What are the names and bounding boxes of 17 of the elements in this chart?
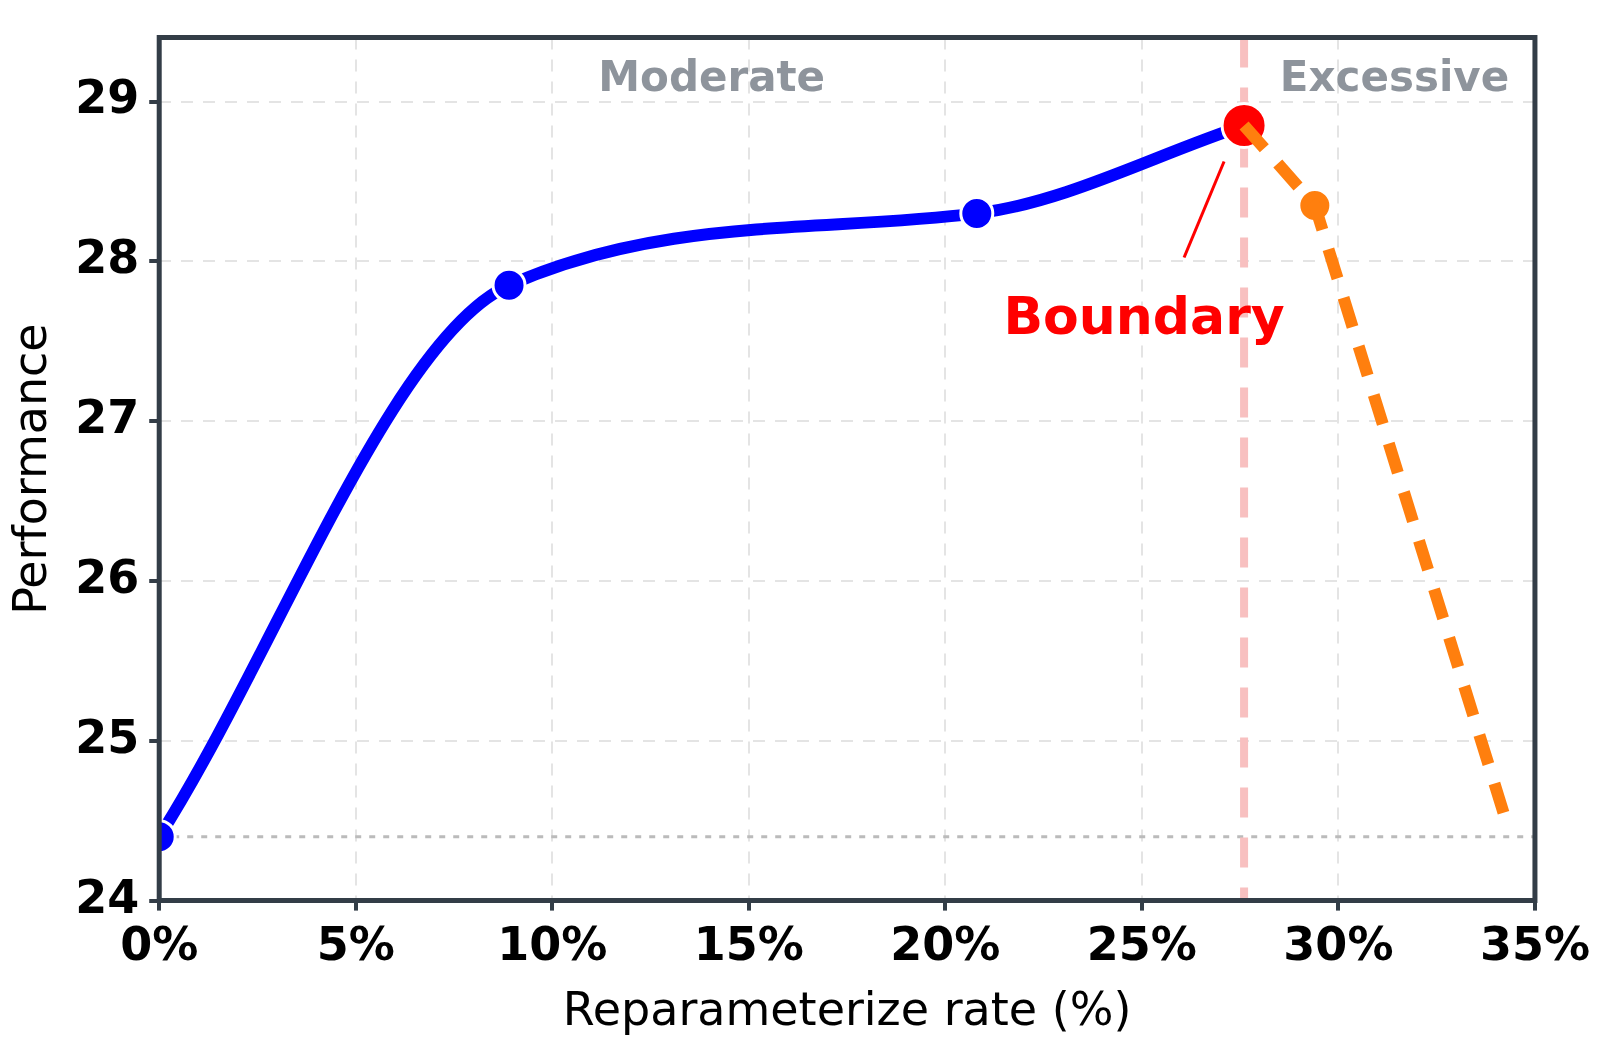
y-tick-label: 29 (75, 70, 140, 125)
y-tick-label: 28 (75, 230, 140, 285)
y-axis-title: Performance (2, 323, 57, 615)
y-tick-label: 26 (75, 549, 140, 604)
y-tick-label: 27 (75, 390, 140, 445)
x-tick-label: 15% (693, 917, 804, 972)
annotation: Excessive (1279, 51, 1510, 101)
x-tick-label: 25% (1086, 917, 1197, 972)
x-axis-title: Reparameterize rate (%) (562, 982, 1132, 1037)
x-tick-label: 35% (1479, 917, 1590, 972)
x-tick-label: 30% (1283, 917, 1394, 972)
x-tick-label: 10% (497, 917, 608, 972)
annotation: Boundary (1003, 286, 1285, 347)
x-tick-label: 5% (316, 917, 395, 972)
x-tick-label: 20% (890, 917, 1001, 972)
y-tick-label: 25 (75, 709, 140, 764)
annotation: Moderate (598, 51, 826, 101)
